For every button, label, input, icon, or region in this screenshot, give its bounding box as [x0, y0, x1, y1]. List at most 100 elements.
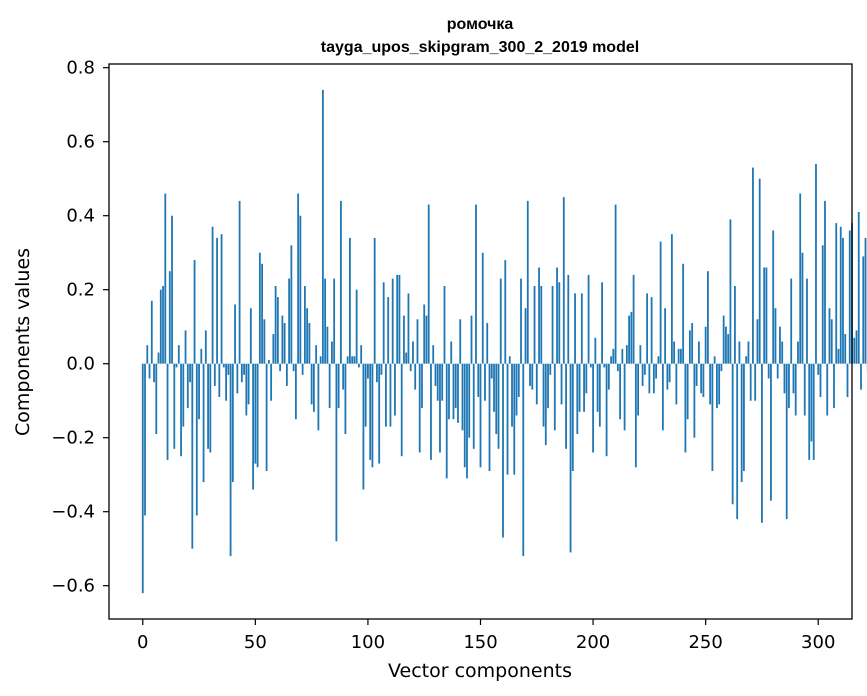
y-axis-label: Components values [12, 248, 34, 436]
bar-273 [756, 319, 759, 364]
bar-64 [285, 363, 288, 386]
bar-305 [828, 308, 831, 364]
bar-38 [227, 363, 230, 375]
y-tick-label: 0.0 [66, 354, 95, 375]
bar-28 [204, 330, 207, 364]
bar-251 [707, 271, 709, 364]
bar-118 [407, 293, 410, 364]
bar-207 [607, 363, 610, 390]
bar-140 [457, 363, 459, 423]
bar-234 [668, 363, 671, 383]
bar-139 [454, 363, 457, 409]
bar-229 [657, 356, 660, 364]
bar-240 [682, 263, 685, 364]
bar-244 [691, 323, 694, 364]
bar-215 [625, 345, 628, 364]
bar-304 [826, 363, 829, 416]
bar-89 [342, 363, 345, 390]
bar-76 [312, 363, 315, 412]
bar-293 [801, 252, 804, 364]
bar-222 [641, 363, 644, 386]
bar-79 [319, 356, 322, 364]
y-tick-label: −0.2 [51, 428, 95, 449]
bar-83 [328, 363, 331, 409]
bar-248 [700, 363, 703, 394]
bar-193 [576, 363, 579, 434]
bar-133 [441, 363, 444, 401]
bar-186 [560, 363, 563, 405]
bar-278 [767, 363, 770, 379]
bar-152 [484, 363, 486, 401]
bar-166 [515, 363, 518, 416]
bar-142 [461, 363, 464, 431]
bar-34 [218, 363, 221, 397]
bar-37 [225, 363, 227, 401]
bar-283 [779, 326, 781, 364]
bar-77 [315, 345, 318, 364]
bar-235 [670, 234, 673, 364]
bar-117 [405, 352, 408, 364]
bar-276 [763, 267, 766, 364]
bar-124 [421, 363, 423, 409]
bar-261 [729, 219, 732, 364]
bar-132 [439, 363, 441, 453]
bar-255 [716, 363, 718, 409]
bar-101 [369, 363, 372, 460]
bar-23 [193, 260, 196, 364]
bar-56 [267, 360, 270, 364]
bar-227 [652, 363, 655, 394]
bar-129 [432, 345, 435, 364]
bar-252 [709, 363, 712, 405]
bar-163 [508, 356, 511, 364]
bar-213 [621, 348, 624, 364]
bar-243 [688, 330, 691, 364]
bar-312 [844, 334, 847, 364]
bar-199 [589, 363, 592, 368]
bar-96 [358, 363, 360, 368]
bar-31 [211, 226, 214, 364]
bar-136 [448, 363, 450, 420]
bar-290 [794, 363, 797, 416]
bar-275 [761, 363, 763, 523]
bar-100 [367, 363, 369, 379]
bar-26 [200, 348, 203, 364]
bar-0 [141, 363, 144, 594]
bar-97 [360, 345, 363, 364]
bar-141 [459, 319, 462, 364]
bar-208 [610, 356, 612, 364]
bar-238 [677, 348, 680, 364]
bar-112 [394, 363, 396, 416]
bar-86 [335, 363, 338, 542]
bar-30 [209, 363, 212, 453]
bar-33 [216, 237, 218, 364]
bar-50 [254, 363, 257, 464]
bar-289 [792, 363, 795, 394]
bar-158 [497, 363, 500, 449]
plot-frame [108, 63, 853, 620]
bar-167 [517, 363, 520, 397]
bar-291 [797, 341, 799, 364]
bar-105 [378, 363, 381, 464]
bar-group [141, 89, 867, 594]
bar-181 [549, 363, 552, 375]
bar-266 [740, 363, 743, 483]
bar-267 [743, 363, 745, 471]
bar-148 [475, 204, 477, 364]
bar-6 [155, 363, 158, 434]
bar-15 [175, 363, 178, 368]
bar-41 [234, 304, 236, 364]
bar-122 [416, 319, 419, 364]
bar-135 [445, 363, 448, 479]
y-tick-label: 0.2 [66, 280, 95, 301]
bar-212 [619, 363, 621, 420]
bar-25 [198, 363, 200, 420]
bar-271 [752, 167, 754, 364]
bar-55 [265, 363, 268, 471]
bar-88 [340, 200, 342, 364]
bar-115 [400, 363, 403, 457]
bar-303 [824, 200, 826, 364]
bar-241 [684, 363, 687, 453]
bar-92 [349, 237, 351, 364]
bar-131 [436, 363, 439, 401]
bar-98 [362, 363, 365, 490]
